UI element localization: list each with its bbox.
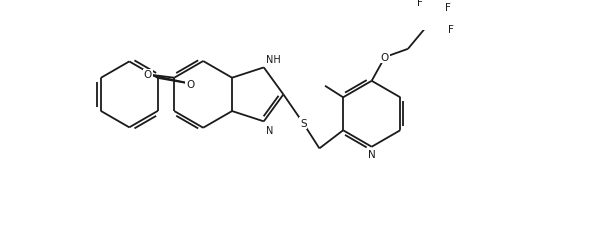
Text: S: S <box>300 119 307 129</box>
Text: O: O <box>381 53 389 63</box>
Text: F: F <box>445 3 451 13</box>
Text: O: O <box>186 79 194 89</box>
Text: N: N <box>266 126 273 136</box>
Text: N: N <box>368 149 375 159</box>
Text: NH: NH <box>266 55 281 65</box>
Text: F: F <box>417 0 423 8</box>
Text: O: O <box>144 70 152 80</box>
Text: F: F <box>448 25 454 35</box>
